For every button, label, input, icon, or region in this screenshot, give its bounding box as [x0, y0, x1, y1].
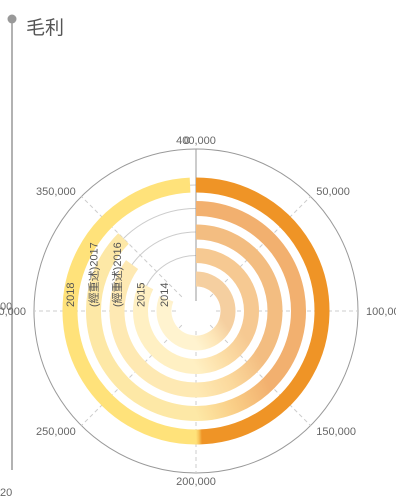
angle-axis-ticks: 0 50,000 100,000 150,000 200,000 250,000 300,0… — [0, 135, 396, 488]
bar-(經重述)2017 — [86, 201, 306, 421]
angle-tick-label: 200,000 — [176, 476, 216, 488]
angle-tick-label: 50,000 — [316, 186, 350, 198]
clipped-bottom-label: 20 — [0, 487, 13, 499]
bar-(經重述)2016 — [109, 224, 283, 398]
timeline-marker-icon — [7, 14, 17, 24]
angular-grid-line — [81, 324, 183, 426]
angle-tick-label: 150,000 — [316, 426, 356, 438]
category-label-4: 2018 — [65, 283, 77, 307]
chart-bars — [62, 177, 330, 445]
angular-grid-line — [209, 324, 311, 426]
angle-tick-label: 400,000 — [176, 135, 216, 147]
bar-2014 — [156, 271, 236, 351]
category-label-0: 2014 — [159, 283, 171, 307]
bar-2018 — [62, 177, 330, 445]
angle-tick-label: 300,000 — [0, 306, 26, 318]
angle-tick-label: 350,000 — [36, 186, 76, 198]
angular-grid-line — [209, 196, 311, 298]
bar-2015 — [133, 248, 259, 374]
category-label-2: (經重述)2016 — [110, 242, 124, 307]
chart-title: 毛利 — [26, 18, 65, 39]
angle-tick-label: 250,000 — [36, 426, 76, 438]
angle-tick-label: 100,000 — [366, 306, 396, 318]
angle-tick-label: 0 — [184, 135, 190, 147]
category-label-3: (經重述)2017 — [87, 242, 101, 307]
chart-grid — [33, 148, 359, 474]
clipped-axis-label: 00 — [0, 301, 13, 313]
category-label-1: 2015 — [136, 283, 148, 307]
angular-grid-line — [81, 196, 183, 298]
category-labels: 2014 2015 (經重述)2016 (經重述)2017 2018 — [65, 242, 171, 307]
